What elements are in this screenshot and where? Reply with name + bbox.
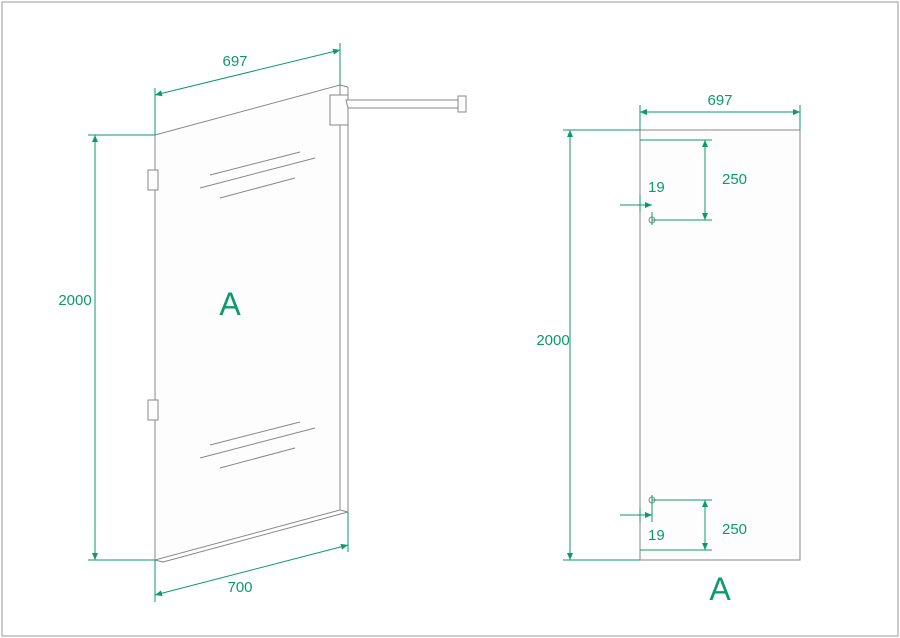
dim-hole-bot-x: 19: [648, 527, 665, 544]
wall-clip-top: [148, 170, 158, 190]
panel-label-left: A: [219, 286, 241, 322]
dim-right-height-label: 2000: [536, 332, 569, 349]
dim-width-697: 697: [640, 92, 800, 130]
dim-hole-bot-y: 250: [722, 521, 747, 538]
dim-hole-top-y: 250: [722, 171, 747, 188]
dim-hole-top-x: 19: [648, 179, 665, 196]
dim-right-height: 2000: [536, 130, 640, 560]
glass-panel: [155, 85, 340, 560]
dim-height-label: 2000: [58, 292, 91, 309]
panel-label-right: A: [709, 571, 731, 607]
dim-width-label: 697: [707, 92, 732, 109]
drawing-canvas: 697 2000 700 A 697: [0, 0, 900, 638]
stabiliser-bar: [330, 95, 466, 125]
wall-clip-bottom: [148, 400, 158, 420]
right-view: 697 2000 250 19 250: [536, 92, 800, 607]
dim-bottom-label: 700: [227, 579, 252, 596]
left-view: 697 2000 700 A: [58, 43, 466, 602]
dim-height-2000: 2000: [58, 135, 155, 560]
dim-top-label: 697: [222, 53, 247, 70]
